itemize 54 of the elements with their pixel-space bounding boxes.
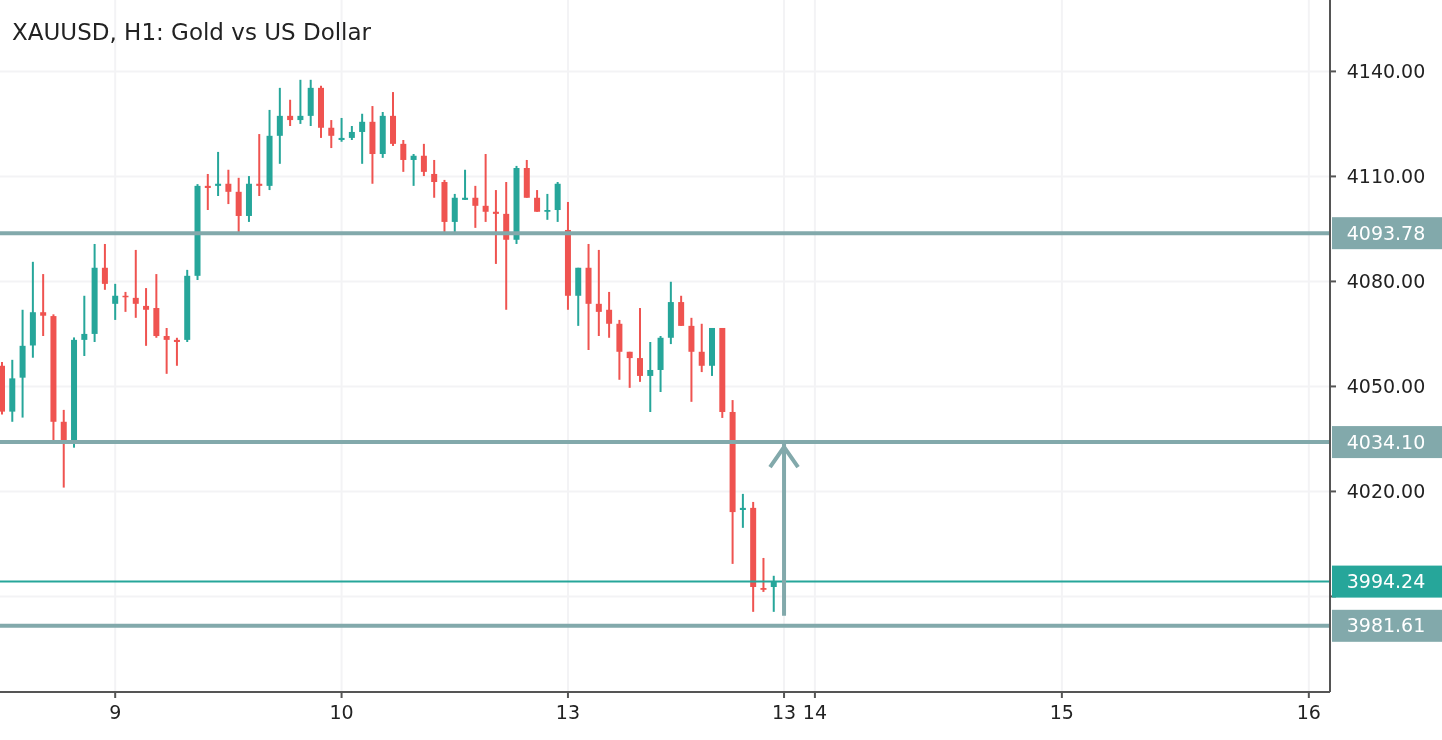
x-tick-label: 9: [109, 701, 122, 723]
candlestick: [647, 340, 654, 413]
candlestick: [173, 336, 180, 367]
candlestick: [132, 248, 139, 319]
candlestick: [698, 322, 705, 374]
candlestick: [112, 282, 119, 321]
y-tick-label: 4110.00: [1346, 165, 1426, 188]
candlestick: [760, 556, 767, 593]
y-tick-label: 4050.00: [1346, 375, 1426, 398]
x-tick-label: 15: [1049, 701, 1074, 723]
candlestick: [276, 86, 283, 165]
candlestick: [482, 153, 489, 223]
candlestick: [534, 189, 541, 213]
candlestick: [492, 189, 499, 265]
candlestick: [163, 326, 170, 375]
candlestick: [328, 119, 335, 150]
x-tick-label: 16: [1296, 701, 1321, 723]
ref-line-label: 4093.78: [1346, 221, 1426, 244]
y-tick-label: 4080.00: [1346, 270, 1426, 293]
x-tick-label: 13: [771, 701, 797, 723]
candlestick: [400, 139, 407, 173]
candlestick: [204, 172, 211, 212]
candlestick: [359, 112, 366, 165]
candlestick: [338, 116, 345, 143]
x-tick-label: 10: [329, 701, 354, 723]
ref-line-label: 3981.61: [1346, 614, 1426, 637]
candlestick: [462, 168, 469, 201]
candlestick: [287, 98, 294, 128]
x-tick-label: 14: [802, 701, 827, 723]
candlestick: [678, 294, 685, 327]
text: XAUUSD, H1: Gold vs US Dollar: [12, 19, 372, 45]
candlestick: [410, 153, 417, 187]
y-tick-label: 4140.00: [1346, 60, 1426, 83]
candlestick: [544, 192, 551, 221]
candlestick: [256, 133, 263, 198]
candlestick: [81, 294, 88, 357]
candlestick: [595, 248, 602, 338]
candlestick: [472, 184, 479, 229]
candlestick: [431, 158, 438, 199]
y-tick-label: 4020.00: [1346, 480, 1426, 503]
candlestick: [101, 242, 108, 291]
ref-line-label: 3994.24: [1346, 570, 1426, 593]
candlestick: [420, 142, 427, 178]
candlestick: [40, 273, 47, 338]
x-tick-label: 13: [555, 701, 581, 723]
candlestick: [297, 78, 304, 125]
candlestick: [225, 168, 232, 206]
ref-line-label: 4034.10: [1346, 430, 1426, 453]
candlestick: [739, 492, 746, 529]
candlestick: [606, 290, 613, 339]
candlestick: [215, 150, 222, 198]
candlestick: [143, 287, 150, 347]
candlestick: [636, 307, 643, 383]
candlestick: [626, 350, 633, 389]
